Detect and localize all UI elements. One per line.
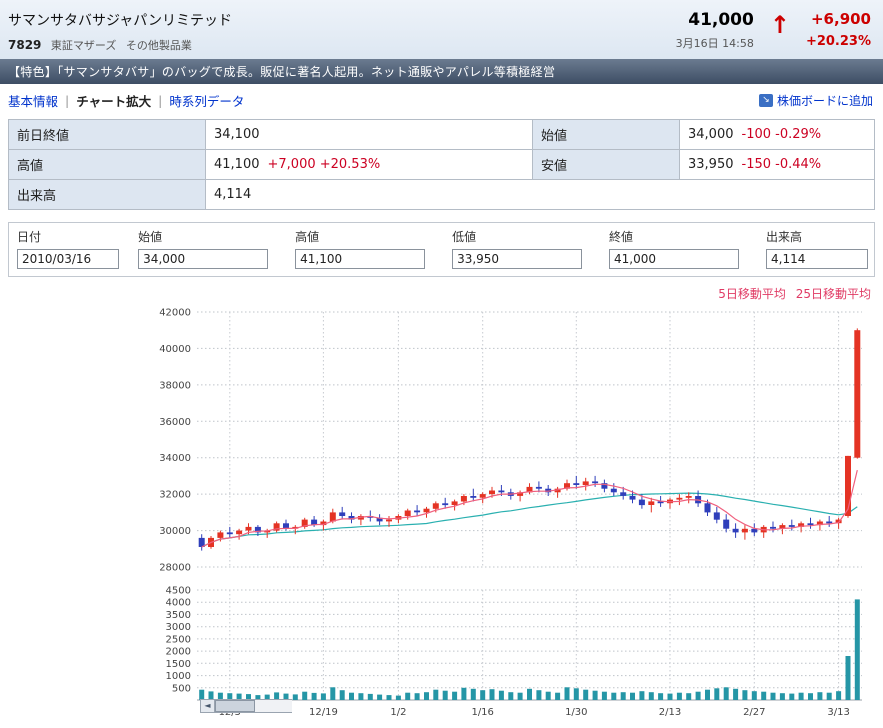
svg-text:4500: 4500 <box>166 586 191 597</box>
low-label: 安値 <box>532 149 680 180</box>
col-volume: 出来高 <box>766 230 803 244</box>
table-row <box>9 247 875 277</box>
svg-text:3000: 3000 <box>166 622 191 633</box>
candlestick-volume-chart: 28000 30000 32000 34000 36000 38000 40000 42000… <box>150 302 870 724</box>
col-high: 高値 <box>295 230 320 244</box>
stock-nav: 基本情報 | チャート拡大 | 時系列データ ↘ 株価ボードに追加 <box>0 84 883 115</box>
stock-title-block: サマンサタバサジャパンリミテッド 7829 東証マザーズ その他製品業 <box>8 10 232 53</box>
nav-separator: | <box>65 93 70 108</box>
svg-text:30000: 30000 <box>159 526 191 537</box>
chart-canvas: 28000 30000 32000 34000 36000 38000 40000 42000… <box>159 308 862 718</box>
price-up-arrow-icon: ↑ <box>769 11 790 39</box>
chart-scrollbar[interactable]: ◄ <box>200 699 292 713</box>
high-change: +7,000 +20.53% <box>267 157 381 172</box>
volume-label: 出来高 <box>8 179 206 210</box>
quote-datetime: 3月16日 14:58 <box>675 37 754 50</box>
prev-close-label: 前日終値 <box>8 119 206 150</box>
svg-text:2/27: 2/27 <box>743 707 765 718</box>
svg-text:1/2: 1/2 <box>390 707 406 718</box>
price-change: +6,900 <box>810 10 871 28</box>
col-close: 終値 <box>609 230 634 244</box>
current-price: 41,000 <box>688 10 754 30</box>
stock-industry: その他製品業 <box>125 39 192 52</box>
col-date: 日付 <box>17 230 42 244</box>
low-input[interactable] <box>452 249 583 269</box>
table-row: 前日終値 34,100 始値 34,000 -100 -0.29% <box>8 119 875 150</box>
svg-text:36000: 36000 <box>159 417 191 428</box>
col-open: 始値 <box>138 230 163 244</box>
table-header-row: 日付 始値 高値 低値 終値 出来高 <box>9 223 875 248</box>
stock-code: 7829 <box>8 38 42 52</box>
price-change-percent: +20.23% <box>805 34 871 49</box>
scrollbar-thumb[interactable] <box>215 700 255 712</box>
svg-text:42000: 42000 <box>159 308 191 319</box>
svg-text:3/13: 3/13 <box>827 707 849 718</box>
price-summary-table: 前日終値 34,100 始値 34,000 -100 -0.29% 高値 41,1… <box>8 119 875 210</box>
company-feature-bar: 【特色】「サマンサタバサ」のバッグで成長。販促に著名人起用。ネット通販やアパレル… <box>0 59 883 84</box>
legend-ma25: 25日移動平均 <box>795 287 871 301</box>
high-label: 高値 <box>8 149 206 180</box>
daily-ohlc-table: 日付 始値 高値 低値 終値 出来高 <box>8 222 875 277</box>
high-value: 41,100 +7,000 +20.53% <box>205 149 533 180</box>
svg-text:38000: 38000 <box>159 380 191 391</box>
svg-text:4000: 4000 <box>166 598 191 609</box>
open-label: 始値 <box>532 119 680 150</box>
svg-text:2000: 2000 <box>166 647 191 658</box>
svg-text:1500: 1500 <box>166 659 191 670</box>
add-to-board-label: 株価ボードに追加 <box>776 94 873 108</box>
scroll-left-icon[interactable]: ◄ <box>200 699 215 713</box>
nav-chart-enlarge[interactable]: チャート拡大 <box>76 94 152 109</box>
svg-text:32000: 32000 <box>159 490 191 501</box>
svg-text:1/30: 1/30 <box>565 707 587 718</box>
svg-text:34000: 34000 <box>159 453 191 464</box>
scrollbar-track[interactable] <box>215 699 292 713</box>
svg-text:1000: 1000 <box>166 671 191 682</box>
stock-market: 東証マザーズ <box>50 39 117 52</box>
add-to-price-board-link[interactable]: ↘ 株価ボードに追加 <box>758 92 873 109</box>
col-low: 低値 <box>452 230 477 244</box>
svg-text:1/16: 1/16 <box>471 707 493 718</box>
add-to-board-icon: ↘ <box>758 94 773 107</box>
svg-text:28000: 28000 <box>159 563 191 574</box>
prev-close-value: 34,100 <box>205 119 533 150</box>
date-input[interactable] <box>17 249 119 269</box>
open-change: -100 -0.29% <box>741 127 822 142</box>
svg-text:12/19: 12/19 <box>309 707 338 718</box>
legend-ma5: 5日移動平均 <box>718 287 786 301</box>
svg-text:2500: 2500 <box>166 634 191 645</box>
svg-text:500: 500 <box>172 683 191 694</box>
volume-value: 4,114 <box>205 179 875 210</box>
nav-basic-info[interactable]: 基本情報 <box>8 94 59 109</box>
svg-text:40000: 40000 <box>159 344 191 355</box>
open-value: 34,000 -100 -0.29% <box>679 119 875 150</box>
high-input[interactable] <box>295 249 426 269</box>
stock-name: サマンサタバサジャパンリミテッド <box>8 13 232 29</box>
low-value: 33,950 -150 -0.44% <box>679 149 875 180</box>
volume-input[interactable] <box>766 249 868 269</box>
chart-legend: 5日移動平均 25日移動平均 <box>0 285 871 302</box>
close-input[interactable] <box>609 249 740 269</box>
svg-text:2/13: 2/13 <box>659 707 681 718</box>
open-input[interactable] <box>138 249 269 269</box>
nav-time-series[interactable]: 時系列データ <box>169 94 245 109</box>
svg-text:3500: 3500 <box>166 610 191 621</box>
nav-separator: | <box>158 93 163 108</box>
table-row: 高値 41,100 +7,000 +20.53% 安値 33,950 -150 -0… <box>8 149 875 180</box>
table-row: 出来高 4,114 <box>8 179 875 210</box>
stock-header: サマンサタバサジャパンリミテッド 7829 東証マザーズ その他製品業 41,0… <box>0 0 883 59</box>
low-change: -150 -0.44% <box>741 157 822 172</box>
